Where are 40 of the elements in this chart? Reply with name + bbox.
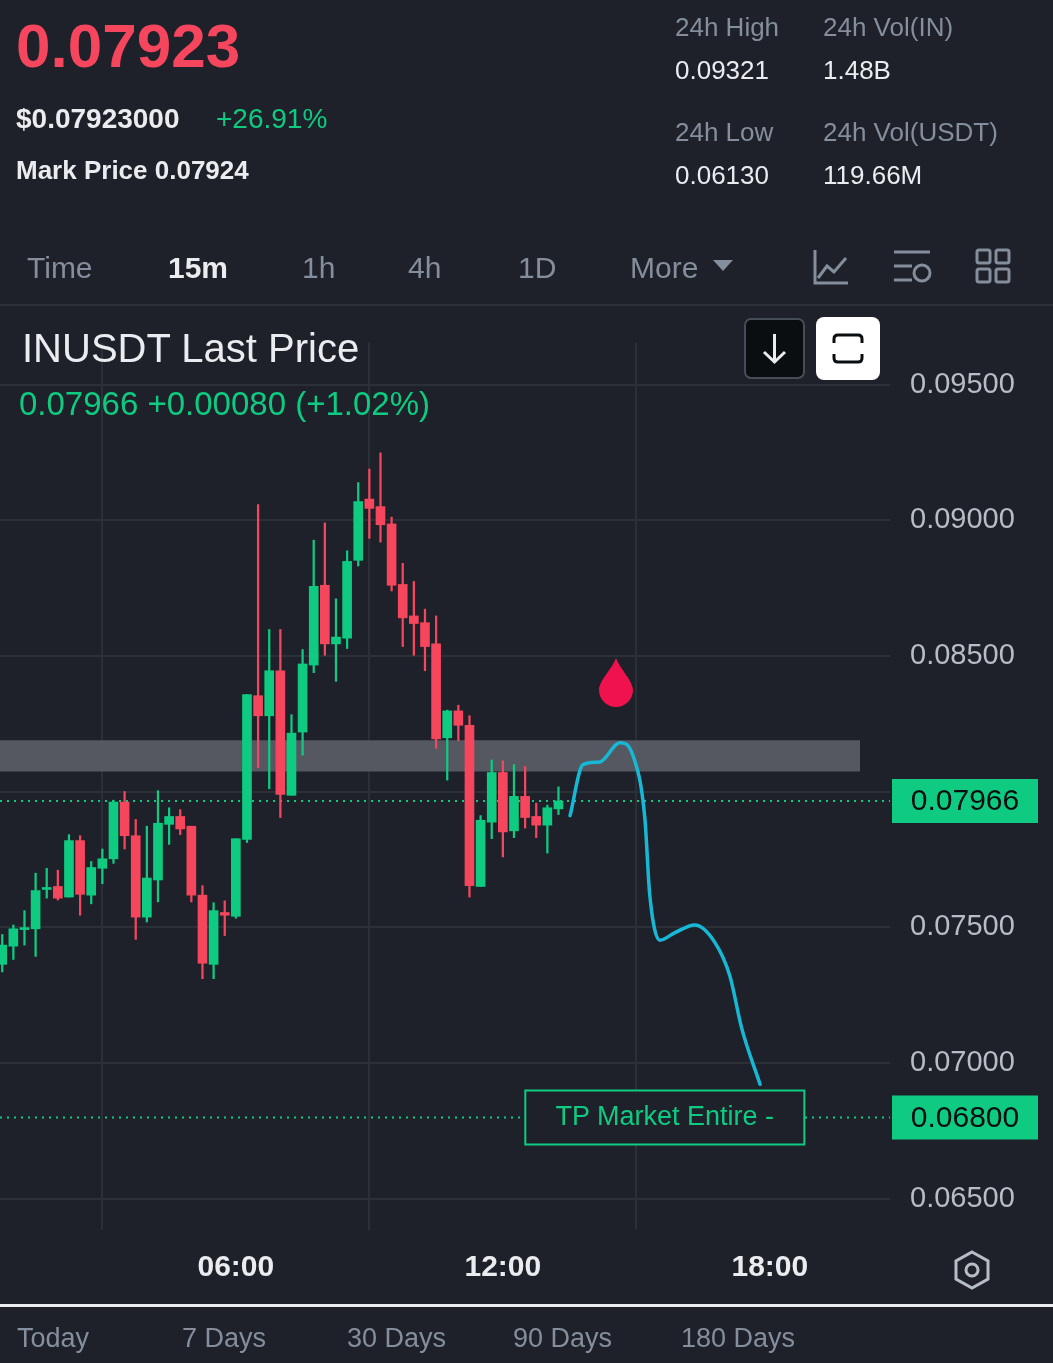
candlestick (375, 452, 386, 543)
text: 24h High (675, 12, 780, 42)
text: $0.07923000 (16, 103, 180, 135)
text: 24h Vol(IN) (823, 12, 954, 42)
text: 24h Low (675, 117, 774, 147)
text: 0.07923 (16, 11, 241, 81)
text: 119.66M (823, 160, 923, 190)
text: +26.91% (216, 103, 328, 135)
text: 24h Vol(USDT) (823, 117, 998, 147)
text: More (630, 251, 699, 284)
text: 30 Days (347, 1323, 447, 1354)
x-tick-label: 12:00 (464, 1249, 542, 1283)
y-tick-label: 0.07000 (910, 1045, 1015, 1078)
y-tick-label: 0.06500 (910, 1180, 1015, 1213)
x-tick-label: 06:00 (197, 1249, 275, 1283)
x-tick-label: 18:00 (731, 1249, 809, 1283)
text: 0.07966 +0.00080 (+1.02%) (19, 385, 431, 423)
candlestick (19, 910, 30, 946)
text: 1h (302, 251, 336, 284)
chart-title: INUSDT Last Price (22, 326, 360, 370)
text: 1.48B (823, 55, 891, 85)
y-tick-label: 0.09500 (910, 366, 1015, 399)
text: 1D (518, 251, 557, 284)
text: 180 Days (681, 1323, 796, 1354)
text: 0.06130 (675, 160, 769, 190)
ref-line-label: 0.07966 (910, 783, 1020, 817)
text: 15m (168, 251, 229, 284)
text: 4h (408, 251, 442, 284)
line-series (568, 740, 762, 1087)
text: Mark Price 0.07924 (16, 155, 249, 185)
y-tick-label: 0.08500 (910, 638, 1015, 671)
text: Time (27, 251, 93, 284)
text: 90 Days (513, 1323, 613, 1354)
y-tick-label: 0.09000 (910, 502, 1015, 535)
y-tick-label: 0.07500 (910, 909, 1015, 942)
text: 7 Days (182, 1323, 267, 1354)
ref-line-label: 0.06800 (910, 1099, 1020, 1133)
text: 0.09321 (675, 55, 769, 85)
annotation: TP Market Entire - (555, 1100, 775, 1131)
text: Today (17, 1323, 90, 1354)
